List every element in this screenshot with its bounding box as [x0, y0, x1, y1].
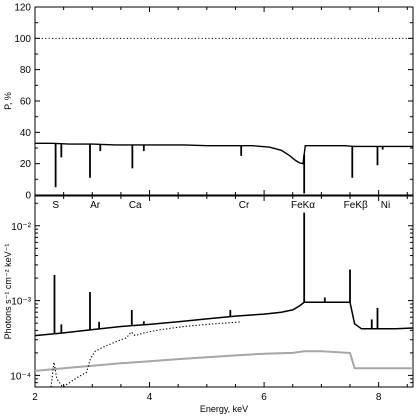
element-label: Ar [90, 200, 101, 211]
total-spectrum-line [34, 301, 414, 337]
x-axis-label: Energy, keV [200, 404, 248, 414]
bottom-xtick-label: 6 [261, 392, 267, 403]
top-ytick-label: 120 [14, 3, 31, 14]
top-ytick-label: 60 [20, 97, 32, 108]
top-ytick-label: 100 [14, 34, 31, 45]
top-ytick-label: 20 [20, 159, 32, 170]
element-label: Cr [239, 200, 250, 211]
top-panel-frame [34, 6, 414, 196]
top-ytick-label: 40 [20, 128, 32, 139]
bottom-ytick-label: 10⁻⁴ [10, 371, 31, 382]
element-label: Ca [129, 200, 142, 211]
bottom-xtick-label: 4 [147, 392, 153, 403]
bottom-y-axis-label: Photons s⁻¹ cm⁻² keV⁻¹ [3, 244, 13, 340]
dotted-spectrum-line [50, 321, 242, 388]
element-label: FeKα [291, 200, 315, 211]
gray-spectrum-line [34, 350, 413, 372]
polarization-curve [35, 142, 413, 165]
bottom-ytick-label: 10⁻² [11, 222, 31, 233]
top-y-axis-label: P, % [3, 92, 13, 110]
element-label: Ni [381, 200, 390, 211]
element-label: FeKβ [344, 200, 368, 211]
element-label: S [52, 200, 59, 211]
bottom-xtick-label: 2 [32, 392, 38, 403]
top-ytick-label: 80 [20, 65, 32, 76]
bottom-xtick-label: 8 [376, 392, 382, 403]
top-ytick-label: 0 [25, 191, 31, 202]
bottom-panel-frame [34, 195, 414, 388]
bottom-ytick-label: 10⁻³ [11, 297, 31, 308]
